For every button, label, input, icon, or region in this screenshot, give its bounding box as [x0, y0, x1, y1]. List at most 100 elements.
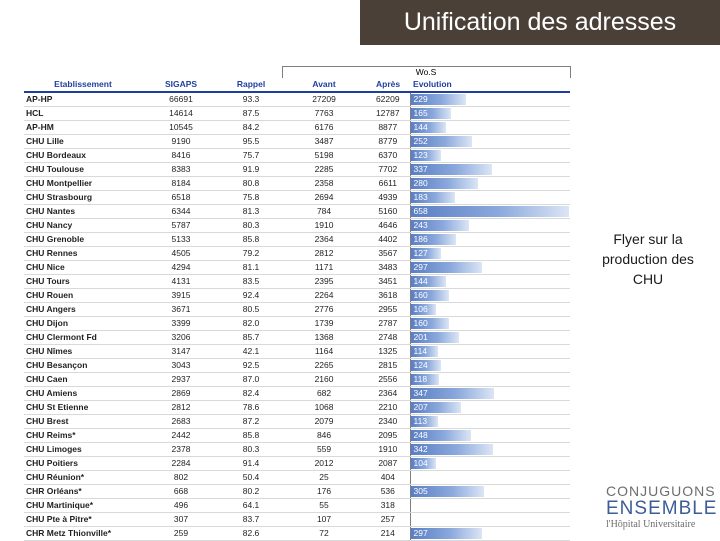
- evolution-value: 280: [413, 178, 428, 188]
- cell-etablissement: CHU Amiens: [24, 386, 142, 401]
- cell-apres: 214: [366, 526, 411, 541]
- evolution-bar: [411, 304, 436, 315]
- evolution-bar: [411, 458, 436, 469]
- cell-apres: 2087: [366, 456, 411, 471]
- cell-avant: 27209: [282, 92, 367, 107]
- logo-line-3: l'Hôpital Universitaire: [606, 519, 696, 530]
- cell-rappel: 80.3: [220, 218, 283, 233]
- cell-etablissement: CHR Metz Thionville*: [24, 526, 142, 541]
- cell-apres: 6370: [366, 148, 411, 163]
- cell-etablissement: CHU Nantes: [24, 204, 142, 219]
- evolution-bar: [411, 234, 456, 245]
- cell-apres: 318: [366, 498, 411, 513]
- cell-avant: 3487: [282, 134, 367, 149]
- cell-sigaps: 5133: [142, 232, 220, 247]
- cell-rappel: 80.8: [220, 176, 283, 191]
- evolution-bar: [411, 528, 482, 539]
- evolution-value: 124: [413, 360, 428, 370]
- evolution-bar: [411, 122, 446, 133]
- cell-etablissement: CHU Dijon: [24, 316, 142, 331]
- cell-evolution: 114: [409, 344, 571, 359]
- cell-rappel: 85.8: [220, 232, 283, 247]
- cell-avant: 1171: [282, 260, 367, 275]
- cell-rappel: 83.7: [220, 512, 283, 527]
- evolution-value: 123: [413, 150, 428, 160]
- cell-etablissement: AP-HP: [24, 92, 142, 107]
- column-header-etablissement: Etablissement: [24, 78, 142, 93]
- table-row: CHU Nantes 6344 81.3 784 5160 658: [24, 204, 571, 219]
- cell-avant: 2364: [282, 232, 367, 247]
- cell-sigaps: 496: [142, 498, 220, 513]
- cell-evolution: 229: [409, 92, 571, 107]
- evolution-bar: [411, 318, 449, 329]
- table-row: CHU Nancy 5787 80.3 1910 4646 243: [24, 218, 571, 233]
- table-row: CHU Rennes 4505 79.2 2812 3567 127: [24, 246, 571, 261]
- cell-sigaps: 2378: [142, 442, 220, 457]
- cell-sigaps: 14614: [142, 106, 220, 121]
- cell-apres: 7702: [366, 162, 411, 177]
- evolution-bar: [411, 150, 441, 161]
- cell-rappel: 83.5: [220, 274, 283, 289]
- cell-evolution: 160: [409, 288, 571, 303]
- cell-etablissement: CHU Besançon: [24, 358, 142, 373]
- cell-evolution: 124: [409, 358, 571, 373]
- cell-avant: 72: [282, 526, 367, 541]
- cell-apres: 3618: [366, 288, 411, 303]
- cell-sigaps: 2284: [142, 456, 220, 471]
- cell-sigaps: 3915: [142, 288, 220, 303]
- cell-avant: 6176: [282, 120, 367, 135]
- cell-apres: 8779: [366, 134, 411, 149]
- cell-apres: 2095: [366, 428, 411, 443]
- table-row: CHU Nîmes 3147 42.1 1164 1325 114: [24, 344, 571, 359]
- cell-rappel: 92.5: [220, 358, 283, 373]
- cell-apres: 2815: [366, 358, 411, 373]
- evolution-bar: [411, 164, 492, 175]
- cell-apres: 4939: [366, 190, 411, 205]
- cell-apres: 1325: [366, 344, 411, 359]
- cell-sigaps: 259: [142, 526, 220, 541]
- cell-etablissement: CHU Lille: [24, 134, 142, 149]
- cell-sigaps: 8416: [142, 148, 220, 163]
- cell-rappel: 75.8: [220, 190, 283, 205]
- cell-evolution: 201: [409, 330, 571, 345]
- evolution-bar: [411, 416, 438, 427]
- cell-avant: 107: [282, 512, 367, 527]
- slide-title: Unification des adresses: [360, 0, 720, 45]
- cell-evolution: 118: [409, 372, 571, 387]
- column-header-avant: Avant: [282, 78, 367, 93]
- cell-avant: 2358: [282, 176, 367, 191]
- cell-rappel: 87.0: [220, 372, 283, 387]
- cell-avant: 176: [282, 484, 367, 499]
- cell-avant: 5198: [282, 148, 367, 163]
- cell-apres: 3567: [366, 246, 411, 261]
- cell-etablissement: CHU Nice: [24, 260, 142, 275]
- table-row: CHU Besançon 3043 92.5 2265 2815 124: [24, 358, 571, 373]
- cell-etablissement: CHU Reims*: [24, 428, 142, 443]
- cell-evolution: 144: [409, 274, 571, 289]
- table-row: CHU Martinique* 496 64.1 55 318: [24, 498, 571, 513]
- column-header-sigaps: SIGAPS: [142, 78, 220, 93]
- cell-evolution: 280: [409, 176, 571, 191]
- table-row: AP-HP 66691 93.3 27209 62209 229: [24, 92, 571, 107]
- table-row: CHU Strasbourg 6518 75.8 2694 4939 183: [24, 190, 571, 205]
- cell-evolution: 165: [409, 106, 571, 121]
- cell-sigaps: 8184: [142, 176, 220, 191]
- evolution-value: 342: [413, 444, 428, 454]
- evolution-bar: [411, 108, 451, 119]
- cell-evolution: 297: [409, 526, 571, 541]
- cell-apres: 5160: [366, 204, 411, 219]
- cell-sigaps: 9190: [142, 134, 220, 149]
- table-row: CHU Brest 2683 87.2 2079 2340 113: [24, 414, 571, 429]
- evolution-bar: [411, 486, 484, 497]
- cell-rappel: 82.4: [220, 386, 283, 401]
- evolution-bar: [411, 374, 439, 385]
- cell-rappel: 80.5: [220, 302, 283, 317]
- cell-sigaps: 802: [142, 470, 220, 485]
- cell-apres: 8877: [366, 120, 411, 135]
- cell-avant: 846: [282, 428, 367, 443]
- cell-sigaps: 6518: [142, 190, 220, 205]
- cell-etablissement: CHU Limoges: [24, 442, 142, 457]
- evolution-bar: [411, 192, 455, 203]
- evolution-value: 297: [413, 262, 428, 272]
- evolution-bar: [411, 444, 493, 455]
